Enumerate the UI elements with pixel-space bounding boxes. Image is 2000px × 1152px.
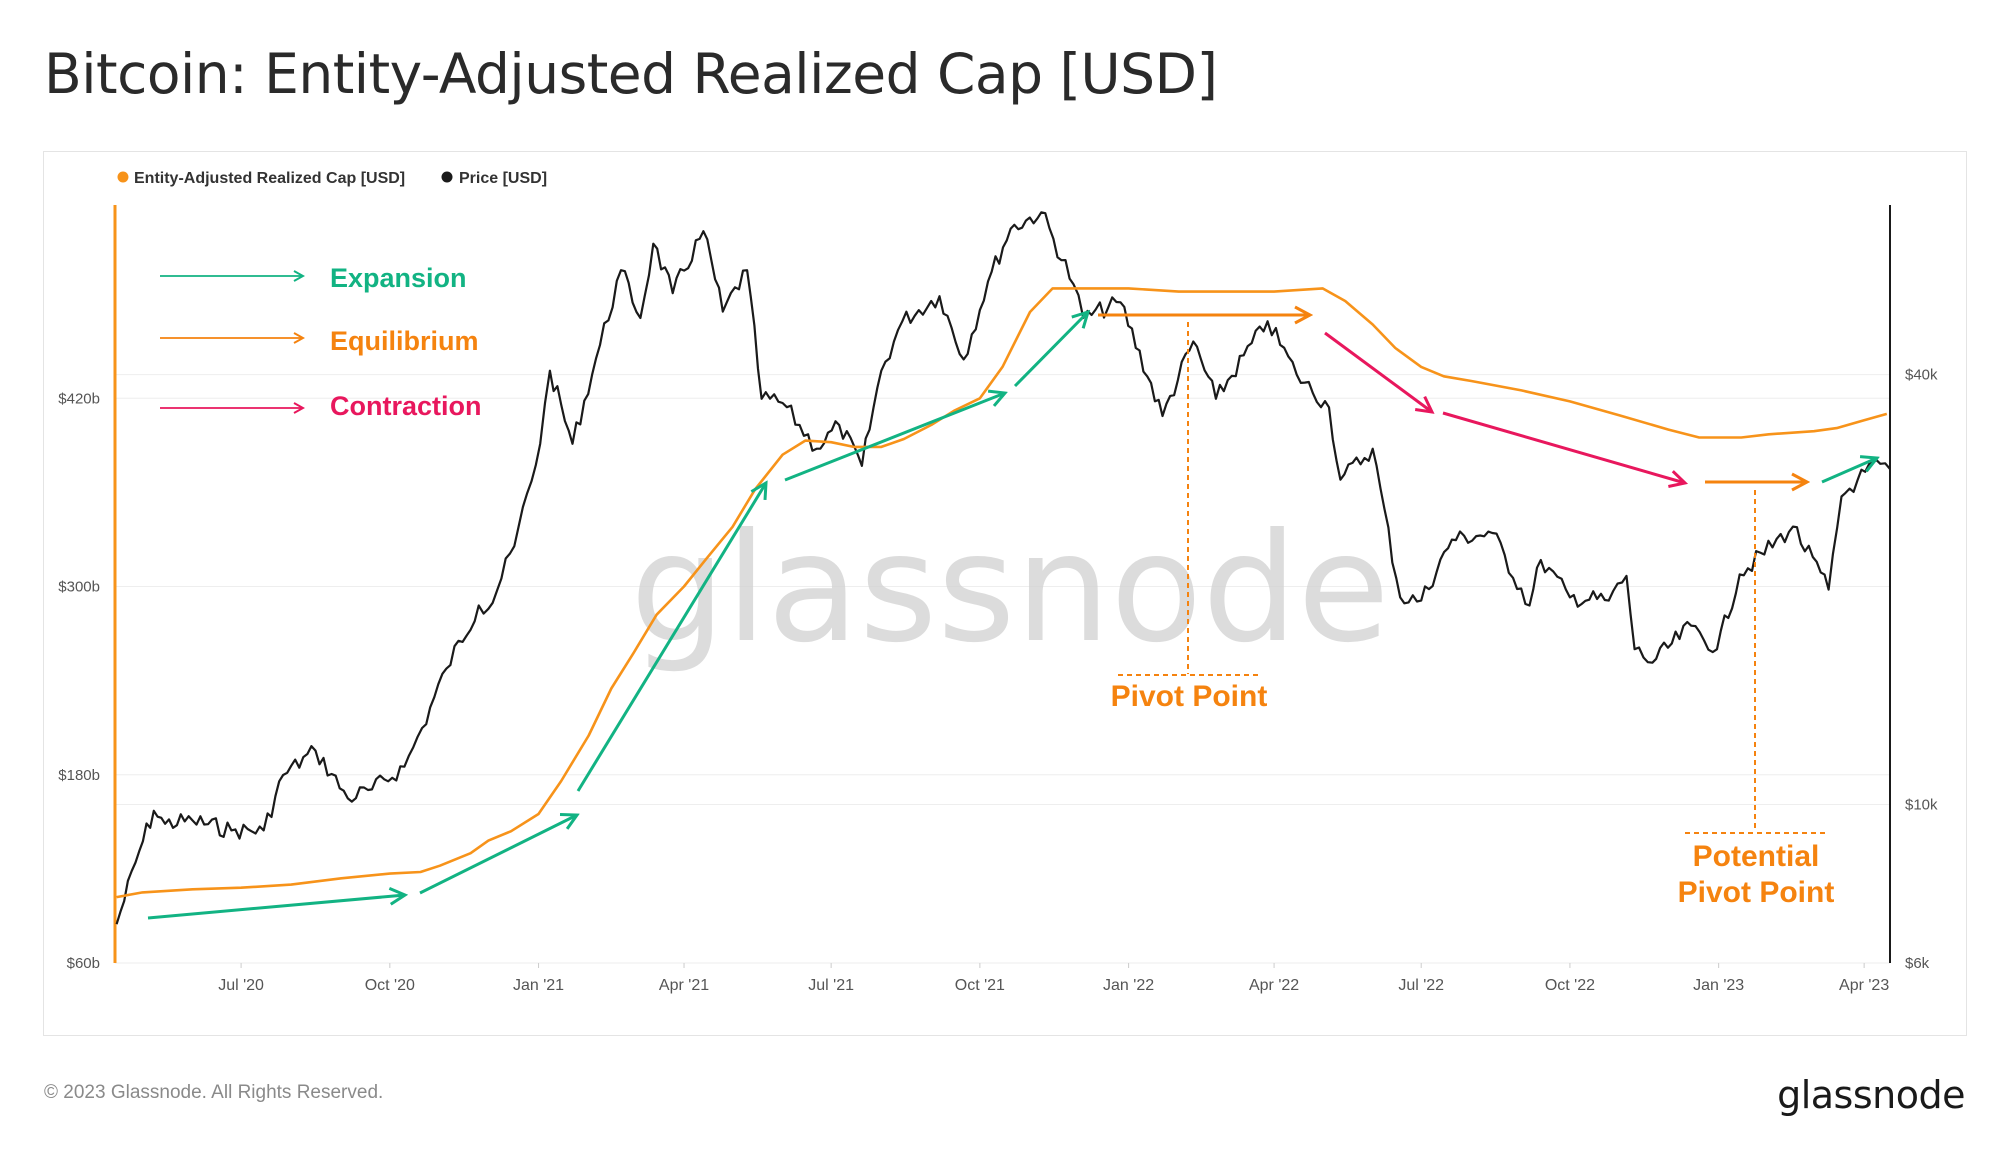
left-axis: $60b $180b $300b $420b: [58, 390, 100, 972]
x-tick-label: Oct '20: [365, 977, 415, 994]
key-contraction-label: Contraction: [330, 391, 482, 421]
x-tick-label: Apr '22: [1249, 977, 1299, 994]
legend-dot-price: [441, 171, 453, 183]
y-left-tick-label: $60b: [67, 955, 100, 972]
legend-dot-realized-cap: [117, 171, 129, 183]
copyright-notice: © 2023 Glassnode. All Rights Reserved.: [44, 1082, 384, 1103]
legend-label-price[interactable]: Price [USD]: [459, 170, 547, 187]
x-tick-label: Jan '23: [1693, 977, 1744, 994]
key-equilibrium-label: Equilibrium: [330, 326, 479, 356]
right-axis: $6k $10k $40k: [1905, 367, 1938, 972]
y-right-tick-label: $10k: [1905, 797, 1938, 814]
expansion-arrow-3: [576, 483, 766, 792]
potential-pivot-point-label-line2: Pivot Point: [1678, 876, 1835, 909]
expansion-arrows: [147, 312, 1877, 920]
x-tick-label: Jul '20: [218, 977, 264, 994]
x-tick-label: Oct '22: [1545, 977, 1595, 994]
expansion-arrow-2: [419, 815, 577, 895]
pivot-point-marker: [1118, 322, 1260, 676]
expansion-arrow-4: [784, 393, 1005, 482]
x-tick-label: Apr '23: [1839, 977, 1889, 994]
expansion-arrow-5: [1013, 312, 1088, 388]
potential-pivot-point-marker: [1685, 490, 1828, 834]
contraction-arrow-2: [1442, 411, 1685, 483]
pivot-point-label: Pivot Point: [1111, 680, 1268, 713]
y-right-tick-label: $40k: [1905, 367, 1938, 384]
chart-frame: [43, 151, 1967, 1036]
potential-pivot-point-label-line1: Potential: [1693, 840, 1820, 873]
legend: Entity-Adjusted Realized Cap [USD] Price…: [117, 170, 547, 187]
x-tick-label: Jul '22: [1398, 977, 1444, 994]
price-line: [115, 211, 1891, 925]
annotation-key: Expansion Equilibrium Contraction: [160, 263, 482, 421]
x-tick-label: Apr '21: [659, 977, 709, 994]
x-tick-label: Jul '21: [808, 977, 854, 994]
legend-label-realized-cap[interactable]: Entity-Adjusted Realized Cap [USD]: [134, 170, 405, 187]
y-left-tick-label: $180b: [58, 767, 100, 784]
x-tick-label: Oct '21: [955, 977, 1005, 994]
contraction-arrow-1: [1324, 331, 1432, 412]
y-left-tick-label: $300b: [58, 579, 100, 596]
expansion-arrow-6: [1821, 458, 1877, 484]
x-axis: Jul '20 Oct '20 Jan '21 Apr '21 Jul '21 Oct '…: [218, 963, 1889, 994]
watermark: glassnode: [630, 502, 1389, 676]
expansion-arrow-1: [147, 895, 405, 920]
equilibrium-arrows: [1098, 315, 1807, 482]
page-title: Bitcoin: Entity-Adjusted Realized Cap [U…: [44, 42, 1218, 106]
contraction-arrows: [1324, 331, 1685, 483]
key-expansion-label: Expansion: [330, 263, 467, 293]
y-left-tick-label: $420b: [58, 390, 100, 407]
glassnode-logo[interactable]: glassnode: [1777, 1073, 1965, 1117]
x-tick-label: Jan '21: [513, 977, 564, 994]
y-right-tick-label: $6k: [1905, 955, 1930, 972]
x-tick-label: Jan '22: [1103, 977, 1154, 994]
grid-lines: [115, 374, 1890, 964]
